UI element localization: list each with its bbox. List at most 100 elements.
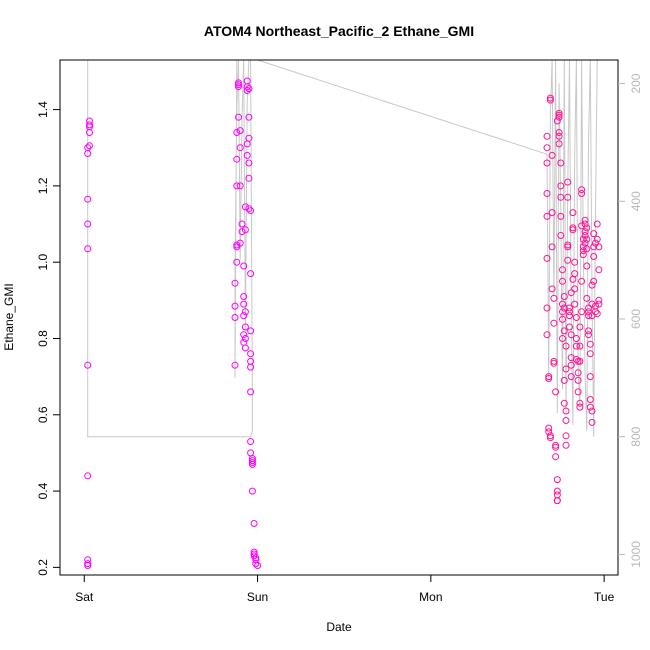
data-point — [557, 232, 565, 239]
data-point — [231, 314, 239, 321]
data-point — [593, 310, 601, 318]
data-point — [548, 285, 556, 293]
data-point — [560, 399, 568, 407]
data-point — [569, 209, 577, 217]
data-point — [590, 277, 598, 285]
data-point — [552, 388, 560, 396]
data-point — [84, 560, 92, 568]
data-point — [567, 361, 575, 369]
right-axis: 200 400 600 800 1000 — [618, 73, 643, 568]
data-point — [543, 190, 551, 197]
data-point — [86, 142, 93, 150]
data-point — [578, 277, 586, 285]
data-point — [84, 245, 92, 253]
x-tick-label: Sun — [247, 590, 268, 604]
data-point — [247, 438, 255, 445]
data-point — [240, 300, 248, 308]
data-point — [235, 81, 242, 89]
data-point — [557, 212, 565, 220]
data-point — [245, 205, 253, 213]
data-point — [585, 312, 592, 320]
data-point — [546, 96, 554, 104]
x-axis-label: Date — [326, 620, 352, 634]
y-axis-label: Ethane_GMI — [2, 283, 16, 350]
data-point — [84, 361, 92, 369]
data-point — [579, 243, 587, 251]
data-point — [555, 109, 563, 117]
data-point — [593, 220, 601, 228]
data-point — [233, 155, 241, 163]
data-point — [586, 396, 594, 403]
data-point — [593, 235, 601, 243]
data-point — [572, 314, 580, 321]
data-point — [571, 285, 579, 293]
data-point — [240, 293, 248, 300]
data-point — [562, 432, 570, 440]
data-point — [248, 459, 256, 466]
data-point — [571, 270, 579, 278]
data-point — [86, 117, 93, 125]
data-point — [245, 174, 253, 182]
data-point — [560, 293, 568, 300]
data-point — [574, 376, 582, 384]
data-point — [564, 256, 572, 264]
data-point — [247, 388, 255, 396]
data-point — [579, 235, 587, 243]
data-point — [245, 85, 253, 93]
data-point — [559, 266, 566, 274]
data-point — [590, 243, 598, 251]
data-point — [231, 302, 239, 310]
data-point — [235, 113, 242, 121]
data-point — [548, 151, 556, 159]
plot-frame — [59, 59, 619, 576]
data-point — [241, 308, 249, 316]
data-point — [576, 399, 584, 407]
y-tick-label: 0.6 — [36, 406, 50, 423]
data-point — [550, 357, 558, 365]
y-tick-label: 0.2 — [36, 559, 50, 576]
data-point — [247, 449, 255, 457]
data-point — [241, 323, 249, 331]
data-point — [552, 453, 560, 461]
y-tick-label: 0.8 — [36, 330, 50, 347]
data-point — [579, 251, 587, 259]
data-point — [586, 350, 594, 358]
data-point — [569, 224, 577, 232]
data-point — [254, 562, 262, 569]
data-point — [583, 245, 591, 253]
data-point — [240, 331, 248, 339]
data-point — [543, 304, 551, 312]
data-point — [247, 270, 255, 278]
data-point — [236, 127, 244, 135]
data-point — [592, 302, 599, 310]
data-point — [553, 476, 561, 484]
x-tick-label: Tue — [594, 590, 615, 604]
data-point — [248, 457, 256, 465]
data-point — [578, 308, 586, 316]
data-point — [238, 228, 246, 236]
data-point — [572, 356, 580, 363]
x-tick-label: Sat — [75, 590, 94, 604]
data-point — [550, 319, 558, 327]
data-point — [586, 403, 594, 411]
data-point — [243, 151, 251, 159]
right-tick-label: 1000 — [629, 541, 643, 568]
right-tick-label: 800 — [629, 426, 643, 446]
data-point — [578, 190, 586, 197]
data-point — [560, 327, 568, 335]
data-point — [241, 344, 249, 352]
data-point — [585, 308, 592, 316]
data-point — [555, 129, 563, 136]
data-point — [550, 294, 558, 302]
data-point — [564, 243, 572, 251]
data-point — [572, 335, 580, 342]
data-point — [238, 220, 246, 228]
data-point — [562, 441, 570, 449]
data-point — [247, 350, 255, 358]
data-point — [560, 376, 568, 384]
data-point — [562, 342, 570, 350]
data-point — [241, 226, 249, 234]
data-point — [548, 209, 556, 217]
data-point — [585, 331, 592, 339]
